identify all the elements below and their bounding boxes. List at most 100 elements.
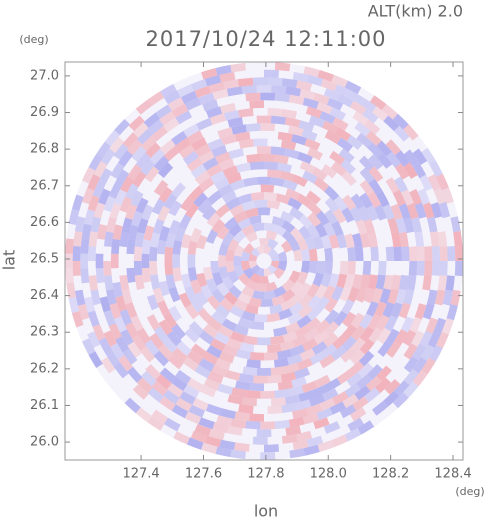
echo-cell bbox=[271, 216, 286, 227]
echo-cell bbox=[308, 248, 318, 261]
echo-cell bbox=[216, 225, 230, 240]
echo-cell bbox=[133, 261, 143, 276]
echo-cell bbox=[246, 359, 261, 369]
plot-frame bbox=[64, 61, 464, 461]
echo-cell bbox=[206, 229, 219, 244]
echo-cell bbox=[298, 390, 315, 402]
echo-cell bbox=[190, 297, 204, 313]
echo-cell bbox=[434, 289, 446, 306]
echo-cell bbox=[330, 345, 347, 361]
echo-cell bbox=[234, 442, 250, 452]
echo-cell bbox=[421, 357, 436, 375]
y-tick-label: 26.5 bbox=[30, 251, 59, 266]
echo-cell bbox=[236, 349, 251, 360]
echo-cell bbox=[119, 274, 130, 291]
echo-cell bbox=[349, 349, 366, 365]
echo-cell bbox=[190, 343, 207, 358]
echo-cell bbox=[333, 195, 348, 212]
echo-cell bbox=[352, 274, 363, 289]
echo-cell bbox=[289, 301, 304, 316]
echo-cell bbox=[414, 202, 427, 219]
echo-cell bbox=[150, 232, 161, 248]
echo-cell bbox=[212, 422, 229, 434]
echo-cell bbox=[324, 185, 340, 201]
echo-cell bbox=[401, 189, 414, 206]
echo-cell bbox=[227, 238, 240, 252]
echo-cell bbox=[408, 261, 418, 276]
echo-cell bbox=[282, 230, 295, 243]
echo-cell bbox=[151, 198, 166, 215]
echo-cell bbox=[352, 396, 369, 411]
echo-cell bbox=[433, 187, 446, 205]
echo-cell bbox=[233, 298, 248, 312]
echo-cell bbox=[281, 220, 296, 233]
echo-cell bbox=[198, 92, 215, 105]
echo-cell bbox=[233, 244, 245, 257]
echo-cell bbox=[172, 347, 188, 363]
echo-cell bbox=[349, 206, 363, 223]
echo-cell bbox=[190, 137, 208, 151]
echo-cell bbox=[228, 223, 242, 237]
echo-cell bbox=[243, 177, 258, 187]
echo-cell bbox=[394, 329, 408, 346]
echo-cell bbox=[305, 190, 321, 205]
echo-cell bbox=[238, 139, 254, 149]
echo-cell bbox=[305, 403, 323, 416]
echo-cell bbox=[184, 411, 202, 425]
echo-cell bbox=[111, 238, 121, 254]
echo-cell bbox=[344, 383, 361, 398]
echo-cell bbox=[347, 417, 364, 432]
echo-cell bbox=[274, 357, 289, 368]
echo-cell bbox=[289, 206, 304, 221]
echo-cell bbox=[202, 323, 219, 339]
echo-cell bbox=[438, 201, 451, 219]
echo-cell bbox=[320, 79, 338, 92]
echo-cell bbox=[391, 274, 401, 291]
echo-cell bbox=[95, 268, 105, 284]
echo-cell bbox=[309, 351, 326, 365]
echo-cell bbox=[342, 194, 357, 211]
echo-cell bbox=[271, 85, 287, 94]
echo-cell bbox=[249, 351, 264, 361]
echo-cell bbox=[238, 108, 254, 118]
echo-cell bbox=[277, 251, 287, 261]
echo-cell bbox=[200, 284, 214, 300]
echo-cell bbox=[403, 162, 418, 179]
echo-cell bbox=[280, 340, 295, 352]
echo-cell bbox=[194, 170, 211, 185]
echo-cell bbox=[212, 88, 229, 100]
echo-cell bbox=[188, 321, 204, 337]
echo-cell bbox=[237, 77, 254, 87]
echo-cell bbox=[411, 330, 425, 347]
echo-cell bbox=[331, 74, 348, 88]
echo-cell bbox=[103, 310, 116, 327]
echo-cell bbox=[181, 233, 192, 249]
echo-cell bbox=[328, 234, 340, 249]
echo-cell bbox=[427, 331, 441, 348]
echo-cell bbox=[368, 327, 383, 344]
echo-cell bbox=[164, 261, 174, 276]
echo-cell bbox=[121, 217, 133, 234]
echo-cell bbox=[72, 261, 81, 276]
echo-cell bbox=[173, 431, 190, 445]
echo-cell bbox=[359, 313, 373, 330]
echo-cell bbox=[233, 230, 246, 243]
echo-cell bbox=[271, 115, 286, 125]
echo-cell bbox=[233, 324, 249, 336]
echo-cell bbox=[97, 224, 108, 240]
echo-cell bbox=[82, 167, 96, 184]
echo-cell bbox=[219, 72, 236, 83]
echo-cell bbox=[299, 88, 316, 100]
echo-cell bbox=[90, 216, 101, 233]
echo-cell bbox=[294, 325, 310, 339]
echo-cell bbox=[317, 70, 334, 82]
echo-cell bbox=[196, 234, 208, 250]
echo-cell bbox=[218, 325, 234, 339]
echo-cell bbox=[72, 246, 81, 261]
echo-cell bbox=[284, 394, 301, 405]
echo-cell bbox=[112, 282, 123, 298]
x-tick-label: 128.2 bbox=[372, 467, 409, 482]
echo-cell bbox=[354, 385, 371, 401]
echo-cell bbox=[206, 344, 223, 359]
echo-cell bbox=[254, 199, 268, 209]
